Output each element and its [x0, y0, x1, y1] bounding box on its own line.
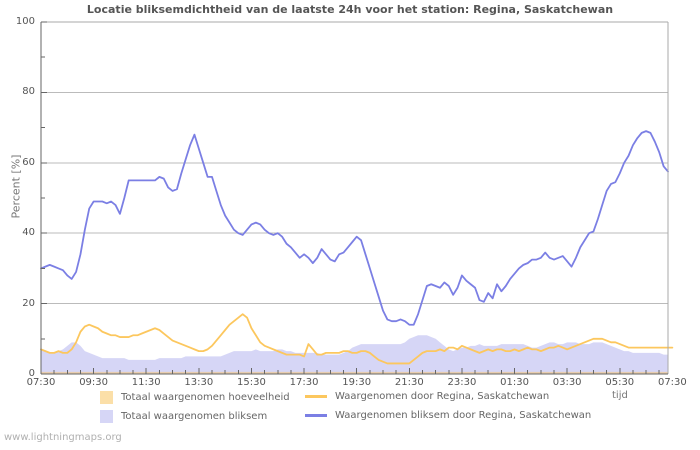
- y-tick-label: 0: [28, 368, 35, 379]
- legend-line-swatch: [305, 414, 327, 417]
- x-tick-label: 21:30: [394, 377, 424, 388]
- legend-item[interactable]: Totaal waargenomen bliksem: [100, 410, 267, 423]
- legend-area-swatch: [100, 410, 113, 423]
- x-tick-label: 11:30: [131, 377, 161, 388]
- legend-item[interactable]: Waargenomen door Regina, Saskatchewan: [305, 391, 549, 402]
- x-tick-label: 03:30: [552, 377, 582, 388]
- y-tick-label: 40: [22, 227, 35, 239]
- x-tick-label: 19:30: [342, 377, 372, 388]
- area-totaal-waargenomen-hoeveelheid: [41, 371, 668, 374]
- y-tick-label: 100: [15, 16, 35, 27]
- x-tick-label: 07:30: [26, 377, 56, 388]
- area-totaal-waargenomen-bliksem: [41, 335, 668, 374]
- x-tick-label: 09:30: [79, 377, 109, 388]
- x-tick-label: 01:30: [500, 377, 529, 388]
- legend-line-swatch: [305, 395, 327, 398]
- legend-item[interactable]: Totaal waargenomen hoeveelheid: [100, 391, 290, 404]
- x-tick-label: 17:30: [289, 377, 319, 388]
- plot-background: [41, 22, 668, 374]
- x-tick-label: 15:30: [237, 377, 266, 388]
- x-tick-label: 23:30: [447, 377, 477, 388]
- x-tick-label: 05:30: [605, 377, 635, 388]
- y-tick-label: 80: [22, 86, 35, 98]
- legend-label: Totaal waargenomen hoeveelheid: [121, 392, 290, 403]
- legend-label: Waargenomen door Regina, Saskatchewan: [335, 391, 550, 402]
- watermark: www.lightningmaps.org: [4, 432, 122, 443]
- legend-area-swatch: [100, 391, 113, 404]
- line-waargenomen-door-station: [40, 313, 674, 365]
- line-waargenomen-bliksem-door-station: [40, 130, 669, 326]
- chart-title: Locatie bliksemdichtheid van de laatste …: [86, 3, 614, 16]
- chart-legend: Totaal waargenomen hoeveelheid Totaal waa…: [0, 389, 700, 434]
- legend-label: Waargenomen bliksem door Regina, Saskatc…: [335, 410, 592, 421]
- legend-label: Totaal waargenomen bliksem: [121, 411, 268, 422]
- y-tick-label: 60: [22, 156, 35, 168]
- x-axis-label: tijd: [612, 390, 628, 401]
- x-tick-label: 13:30: [184, 377, 214, 388]
- y-tick-label: 20: [22, 297, 35, 309]
- x-tick-label: 07:30: [657, 377, 687, 388]
- legend-item[interactable]: Waargenomen bliksem door Regina, Saskatc…: [305, 410, 591, 421]
